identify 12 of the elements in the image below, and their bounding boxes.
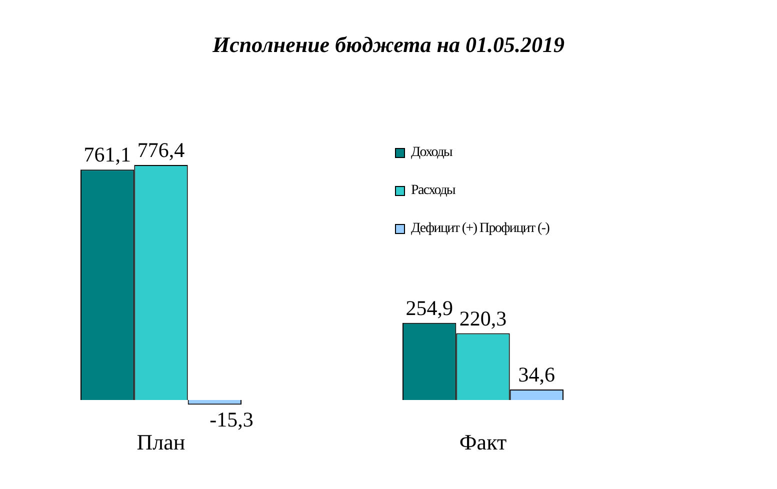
data-label: 776,4 [137,138,186,162]
x-tick-label: Факт [459,430,507,455]
legend-label: Расходы [411,183,456,199]
x-tick-label: План [136,430,186,455]
legend-label: Доходы [411,145,452,161]
data-label: -15,3 [210,408,254,432]
data-label: 254,9 [406,296,453,320]
data-label: 34,6 [518,362,556,387]
data-label: 220,3 [459,306,507,330]
legend-label: Дефицит (+) Профицит (-) [411,221,550,237]
chart-title: Исполнение бюджета на 01.05.2019 [211,31,566,59]
data-label: 761,1 [84,142,131,167]
